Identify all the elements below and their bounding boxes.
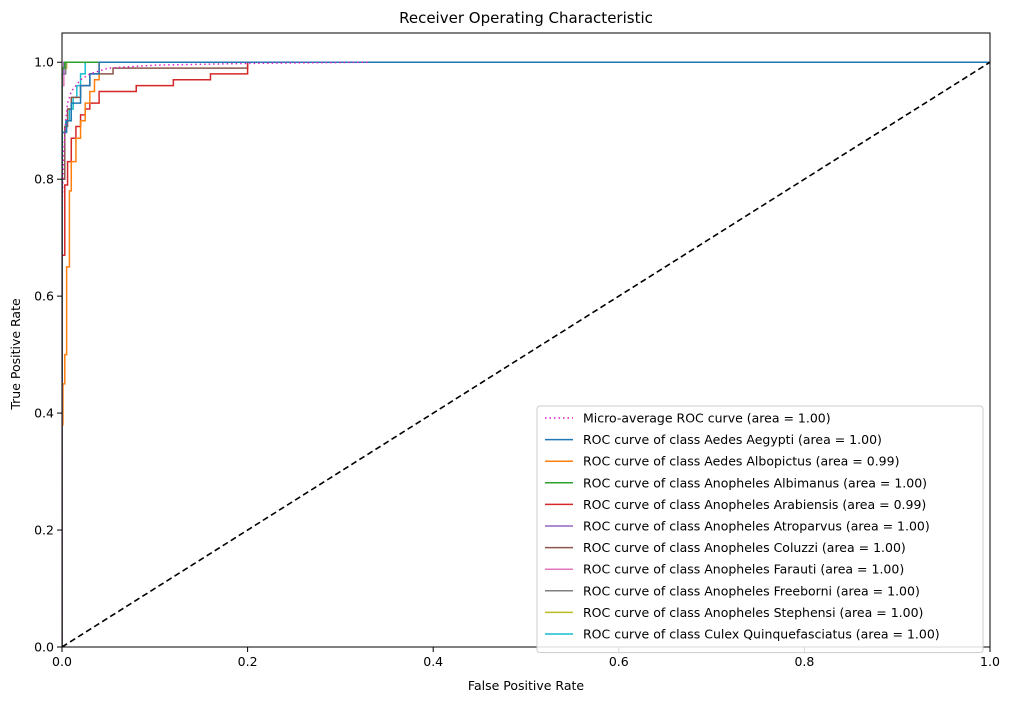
legend-box xyxy=(536,405,984,654)
x-axis-label: False Positive Rate xyxy=(468,678,584,693)
plot-area: 0.0 0.2 0.4 0.6 0.8 1.0 0.0 0.2 0.4 0.6 0.8 1.0 xyxy=(34,32,1000,669)
legend-entry-9: ROC curve of class Anopheles Stephensi (… xyxy=(583,605,923,620)
x-tick-label: 0.0 xyxy=(52,654,72,669)
series-group xyxy=(62,61,990,647)
series-line-1 xyxy=(62,61,990,647)
legend: Micro-average ROC curve (area = 1.00) ROC… xyxy=(536,405,984,654)
y-tick-label: 0.2 xyxy=(34,523,54,538)
legend-entry-3: ROC curve of class Anopheles Albimanus (… xyxy=(583,475,927,490)
legend-entry-2: ROC curve of class Aedes Albopictus (are… xyxy=(583,454,899,469)
diagonal-reference-line xyxy=(62,61,990,647)
y-tick-label: 0.8 xyxy=(34,172,54,187)
legend-entry-6: ROC curve of class Anopheles Coluzzi (ar… xyxy=(583,540,906,555)
y-axis-label: True Positive Rate xyxy=(8,298,23,411)
series-line-2 xyxy=(62,61,990,647)
x-tick-label: 1.0 xyxy=(980,654,1000,669)
x-tick-label: 0.2 xyxy=(238,654,258,669)
legend-entry-7: ROC curve of class Anopheles Farauti (ar… xyxy=(583,562,904,577)
series-line-0 xyxy=(62,61,369,647)
legend-entry-1: ROC curve of class Aedes Aegypti (area =… xyxy=(583,432,882,447)
y-tick-label: 0.4 xyxy=(34,406,54,421)
y-tick-label: 0.6 xyxy=(34,289,54,304)
x-tick-label: 0.4 xyxy=(423,654,443,669)
legend-entry-8: ROC curve of class Anopheles Freeborni (… xyxy=(583,583,920,598)
legend-entry-5: ROC curve of class Anopheles Atroparvus … xyxy=(583,519,930,534)
chart-title: Receiver Operating Characteristic xyxy=(399,9,653,27)
y-tick-label: 1.0 xyxy=(34,55,54,70)
legend-entry-4: ROC curve of class Anopheles Arabiensis … xyxy=(583,497,926,512)
x-tick-label: 0.8 xyxy=(794,654,814,669)
x-tick-label: 0.6 xyxy=(609,654,629,669)
y-tick-label: 0.0 xyxy=(34,640,54,655)
legend-entry-10: ROC curve of class Culex Quinquefasciatu… xyxy=(583,627,940,642)
axes-frame xyxy=(61,32,991,648)
legend-entry-0: Micro-average ROC curve (area = 1.00) xyxy=(583,411,831,426)
